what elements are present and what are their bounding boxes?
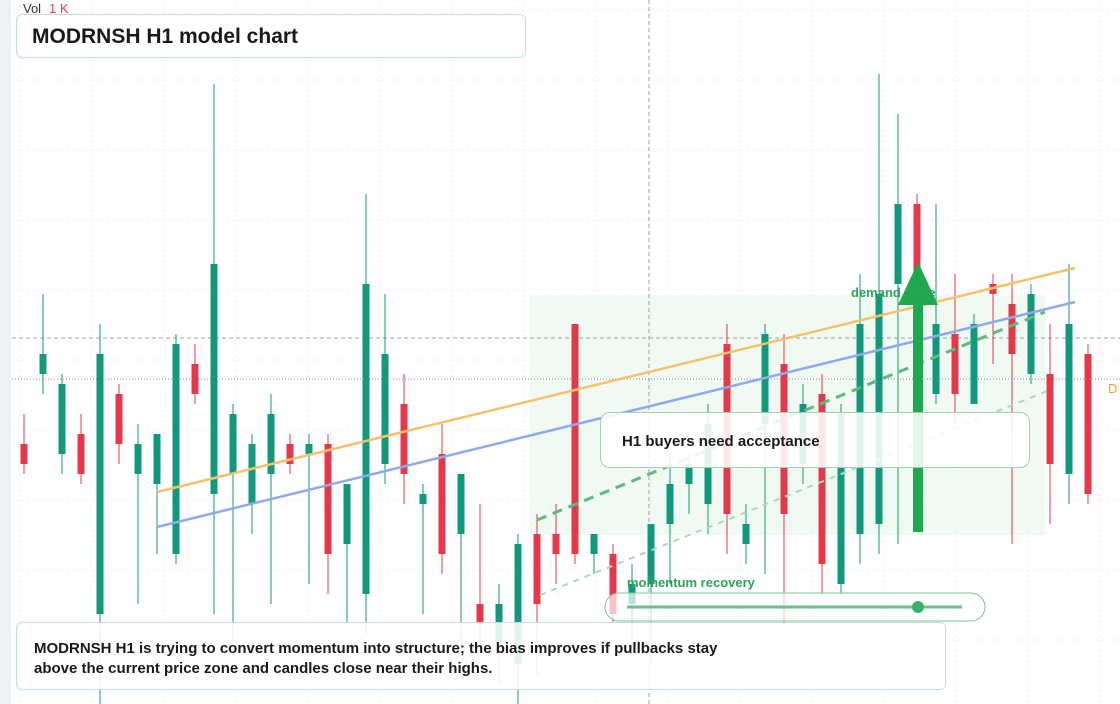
- candle-body: [1065, 324, 1073, 474]
- candle-body: [248, 444, 256, 504]
- candle-body: [286, 444, 294, 464]
- candle-body: [552, 534, 560, 554]
- candle-body: [438, 454, 446, 554]
- candle-body: [514, 544, 522, 664]
- candle-body: [1084, 354, 1092, 494]
- chart-title: MODRNSH H1 model chart: [16, 14, 526, 58]
- candle-body: [343, 484, 351, 544]
- candle-body: [875, 294, 883, 524]
- left-strip: [0, 0, 11, 704]
- arrow-head: [898, 262, 938, 305]
- candle-body: [1046, 374, 1054, 464]
- candle-body: [837, 414, 845, 584]
- candle-body: [172, 344, 180, 554]
- candle-body: [1008, 304, 1016, 354]
- candle-body: [229, 414, 237, 474]
- candle-body: [77, 434, 85, 474]
- note-text: MODRNSH H1 is trying to convert momentum…: [34, 640, 718, 677]
- candle-body: [457, 474, 465, 534]
- candle-body: [191, 364, 199, 394]
- candle-body: [115, 394, 123, 444]
- annotation: demand node: [851, 285, 936, 300]
- candle-body: [134, 444, 142, 474]
- candle-body: [533, 534, 541, 604]
- candle-body: [951, 334, 959, 394]
- candle-body: [1027, 294, 1035, 374]
- candle-body: [419, 494, 427, 504]
- volume-label: Vol: [23, 1, 41, 16]
- candle-body: [39, 354, 47, 374]
- candle-body: [742, 524, 750, 544]
- candle-body: [153, 434, 161, 484]
- slider-knob: [912, 601, 924, 613]
- annotation: momentum recovery: [627, 575, 756, 590]
- candle-body: [571, 324, 579, 554]
- candle-body: [381, 354, 389, 464]
- candle-body: [210, 264, 218, 494]
- candle-body: [609, 554, 617, 614]
- candle-body: [476, 604, 484, 624]
- candle-body: [932, 324, 940, 394]
- candle-body: [894, 204, 902, 284]
- candle-body: [818, 394, 826, 564]
- callout: H1 buyers need acceptance: [600, 412, 1030, 468]
- candle-body: [970, 324, 978, 404]
- price-tag: D: [1108, 381, 1117, 396]
- volume-value: 1 K: [49, 1, 69, 16]
- candle-body: [362, 284, 370, 594]
- candle-body: [647, 524, 655, 584]
- candle-body: [590, 534, 598, 554]
- candle-body: [267, 414, 275, 474]
- candle-body: [913, 204, 921, 294]
- candle-body: [20, 444, 28, 464]
- candle-body: [324, 444, 332, 554]
- candle-body: [305, 444, 313, 454]
- candle-body: [666, 484, 674, 524]
- candle-body: [58, 384, 66, 454]
- candle-body: [400, 404, 408, 474]
- candle-body: [96, 354, 104, 614]
- candle-body: [685, 464, 693, 484]
- note: MODRNSH H1 is trying to convert momentum…: [16, 622, 946, 690]
